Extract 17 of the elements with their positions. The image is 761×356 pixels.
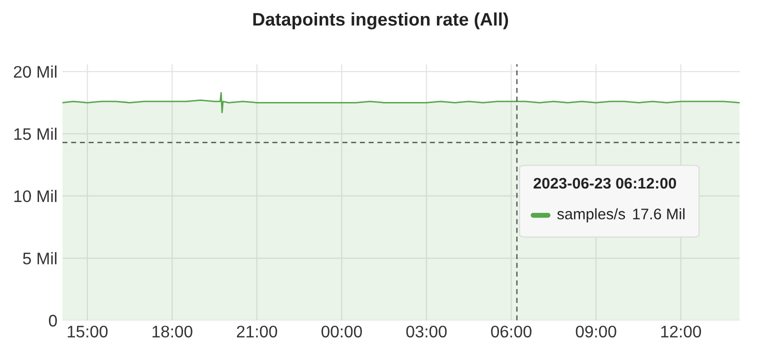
y-tick-label: 0 xyxy=(48,314,57,327)
x-tick-label: 00:00 xyxy=(322,326,362,338)
x-tick-label: 06:00 xyxy=(491,326,532,338)
x-tick-label: 12:00 xyxy=(661,326,702,338)
y-tick-label: 5 Mil xyxy=(23,252,56,264)
y-tick-label: 10 Mil xyxy=(14,190,56,202)
chart-title: Datapoints ingestion rate (All) xyxy=(253,12,508,30)
y-tick-label: 15 Mil xyxy=(14,128,56,140)
annotation: 2023-06-23 06:12:00 xyxy=(534,178,676,189)
x-tick-label: 15:00 xyxy=(68,326,108,338)
x-tick-label: 21:00 xyxy=(236,326,278,338)
y-tick-label: 20 Mil xyxy=(14,66,56,78)
x-tick-label: 09:00 xyxy=(576,326,616,338)
legend-label: samples/s xyxy=(557,208,626,222)
annotation: 17.6 Mil xyxy=(633,208,684,220)
x-tick-label: 18:00 xyxy=(152,326,192,338)
x-tick-label: 03:00 xyxy=(406,326,447,338)
